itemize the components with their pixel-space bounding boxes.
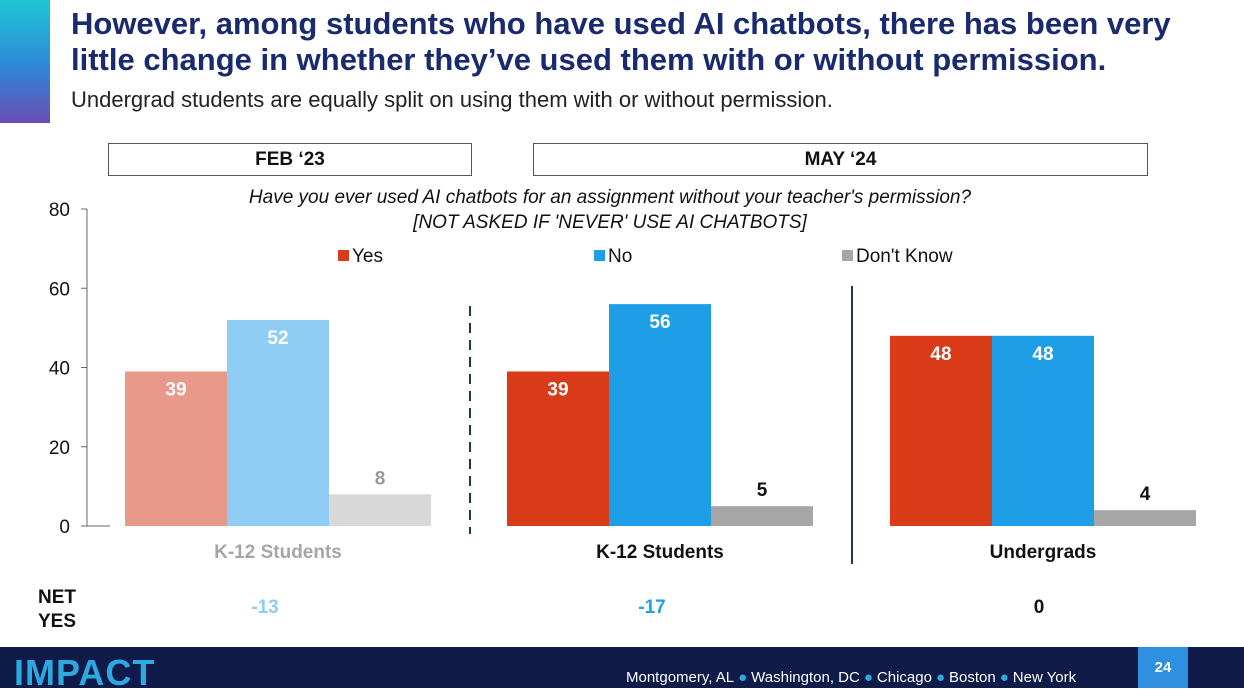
period-box-feb-23: FEB ‘23: [108, 143, 472, 176]
net-value: -13: [251, 597, 279, 618]
footer: IMPACT Montgomery, AL ● Washington, DC ● Chi…: [0, 647, 1244, 693]
bar: [507, 371, 609, 526]
page-number: 24: [1138, 647, 1188, 688]
data-label: 5: [757, 480, 768, 501]
category-label: K-12 Students: [214, 542, 342, 563]
net-label-line2: YES: [37, 611, 77, 632]
location-boston: Boston: [949, 669, 996, 686]
data-label: 48: [930, 344, 951, 365]
legend-entry: Don't Know: [856, 246, 953, 267]
chart-note: [NOT ASKED IF 'NEVER' USE AI CHATBOTS]: [412, 212, 807, 233]
data-label: 39: [165, 379, 186, 400]
bar: [329, 494, 431, 526]
net-yes-label: NET YES: [20, 586, 94, 634]
net-label-line1: NET: [38, 587, 76, 608]
accent-bar: [0, 0, 50, 123]
bar: [992, 335, 1094, 526]
y-tick-label: 40: [49, 359, 70, 380]
location-new-york: New York: [1012, 669, 1077, 686]
y-tick-label: 20: [49, 438, 70, 459]
location-chicago: Chicago: [876, 669, 932, 686]
legend-entry: Yes: [352, 246, 383, 267]
data-label: 39: [547, 379, 568, 400]
legend-entry: No: [608, 246, 632, 267]
legend-swatch: [338, 250, 349, 261]
bar: [227, 319, 329, 526]
y-tick-label: 0: [59, 517, 70, 538]
bullet-dot-icon: ●: [738, 669, 748, 686]
data-label: 4: [1140, 484, 1151, 505]
office-locations: Montgomery, AL ● Washington, DC ● Chicago ● Bo…: [626, 668, 1076, 688]
net-value: -17: [638, 597, 666, 618]
data-label: 8: [375, 468, 386, 489]
location-washington: Washington, DC: [751, 669, 860, 686]
location-montgomery: Montgomery, AL: [626, 669, 735, 686]
bar: [1094, 510, 1196, 526]
category-label: K-12 Students: [596, 542, 724, 563]
data-label: 56: [649, 312, 670, 333]
net-value: 0: [1033, 597, 1045, 618]
page-title: However, among students who have used AI…: [71, 6, 1171, 77]
data-label: 48: [1032, 344, 1053, 365]
category-label: Undergrads: [990, 542, 1097, 563]
data-label: 52: [267, 328, 288, 349]
chart-question: Have you ever used AI chatbots for an as…: [249, 187, 972, 208]
bar: [609, 304, 711, 526]
bullet-dot-icon: ●: [935, 669, 945, 686]
bar: [711, 506, 813, 526]
bar-chart: Have you ever used AI chatbots for an as…: [49, 187, 1196, 564]
y-tick-label: 60: [49, 279, 70, 300]
period-box-may-24: MAY ‘24: [533, 143, 1148, 176]
legend-swatch: [594, 250, 605, 261]
page-subtitle: Undergrad students are equally split on …: [71, 87, 833, 112]
legend-swatch: [842, 250, 853, 261]
bullet-dot-icon: ●: [863, 669, 873, 686]
bar: [890, 335, 992, 526]
y-tick-label: 80: [49, 200, 70, 221]
impact-logo: IMPACT: [14, 652, 156, 693]
bullet-dot-icon: ●: [999, 669, 1009, 686]
bar: [125, 371, 227, 526]
